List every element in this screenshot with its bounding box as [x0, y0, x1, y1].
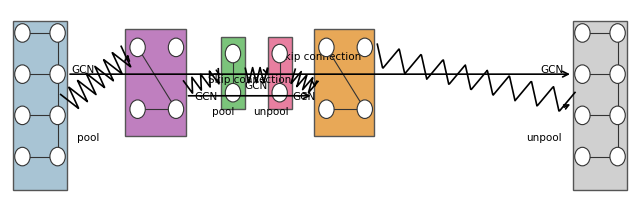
Text: unpool: unpool — [253, 107, 289, 117]
Ellipse shape — [15, 24, 30, 42]
FancyBboxPatch shape — [13, 21, 67, 190]
Ellipse shape — [130, 100, 145, 118]
Ellipse shape — [575, 24, 590, 42]
Ellipse shape — [357, 100, 372, 118]
Text: GCN: GCN — [541, 65, 564, 75]
Ellipse shape — [357, 38, 372, 57]
Text: GCN: GCN — [72, 65, 95, 75]
Ellipse shape — [319, 38, 334, 57]
Ellipse shape — [610, 65, 625, 83]
Ellipse shape — [50, 65, 65, 83]
Ellipse shape — [50, 147, 65, 166]
Ellipse shape — [130, 38, 145, 57]
Ellipse shape — [168, 100, 184, 118]
Ellipse shape — [272, 44, 287, 63]
Text: unpool: unpool — [526, 133, 562, 143]
Text: GCN: GCN — [292, 92, 316, 102]
Ellipse shape — [225, 83, 241, 102]
Ellipse shape — [610, 147, 625, 166]
Ellipse shape — [575, 65, 590, 83]
Ellipse shape — [15, 147, 30, 166]
Text: Skip connection: Skip connection — [278, 52, 362, 62]
Ellipse shape — [15, 106, 30, 125]
Ellipse shape — [575, 147, 590, 166]
Ellipse shape — [225, 44, 241, 63]
Ellipse shape — [575, 106, 590, 125]
Text: pool: pool — [77, 133, 99, 143]
Text: pool: pool — [212, 107, 234, 117]
FancyBboxPatch shape — [221, 37, 245, 109]
Ellipse shape — [610, 24, 625, 42]
Ellipse shape — [168, 38, 184, 57]
Ellipse shape — [610, 106, 625, 125]
FancyBboxPatch shape — [314, 29, 374, 136]
Text: GCN: GCN — [195, 92, 218, 102]
Text: Skip connection: Skip connection — [208, 75, 291, 85]
Ellipse shape — [15, 65, 30, 83]
FancyBboxPatch shape — [268, 37, 292, 109]
Text: GCN: GCN — [244, 81, 268, 91]
Ellipse shape — [319, 100, 334, 118]
FancyBboxPatch shape — [125, 29, 186, 136]
Ellipse shape — [50, 24, 65, 42]
FancyBboxPatch shape — [573, 21, 627, 190]
Ellipse shape — [50, 106, 65, 125]
Ellipse shape — [272, 83, 287, 102]
